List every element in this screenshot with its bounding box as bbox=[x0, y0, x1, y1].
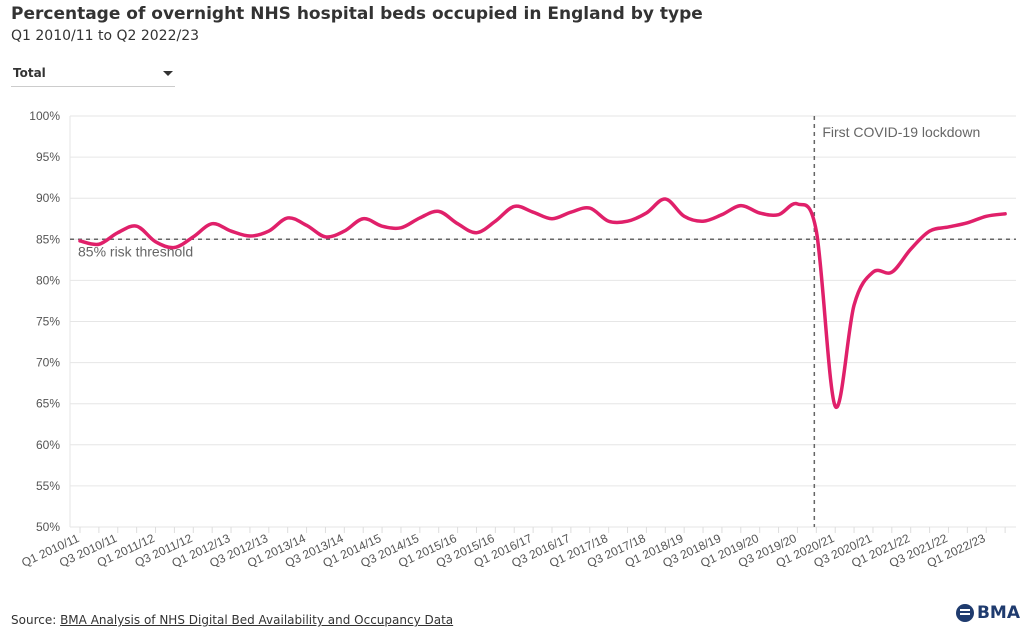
y-tick-label: 60% bbox=[36, 438, 60, 452]
y-tick-label: 75% bbox=[36, 315, 60, 329]
y-tick-label: 55% bbox=[36, 479, 60, 493]
lockdown-label: First COVID-19 lockdown bbox=[822, 124, 980, 140]
y-tick-label: 65% bbox=[36, 397, 60, 411]
y-tick-label: 85% bbox=[36, 232, 60, 246]
source-note: Source: BMA Analysis of NHS Digital Bed … bbox=[11, 613, 453, 627]
y-tick-label: 70% bbox=[36, 356, 60, 370]
y-tick-label: 80% bbox=[36, 273, 60, 287]
series-line bbox=[78, 197, 1007, 409]
y-tick-label: 95% bbox=[36, 150, 60, 164]
chart-subtitle: Q1 2010/11 to Q2 2022/23 bbox=[11, 28, 200, 44]
bma-logo-icon bbox=[955, 604, 974, 622]
y-tick-label: 50% bbox=[36, 520, 60, 534]
logo-text: BMA bbox=[976, 603, 1020, 623]
y-tick-label: 100% bbox=[29, 109, 60, 123]
line-chart: 50%55%60%65%70%75%80%85%90%95%100%Q1 201… bbox=[19, 109, 1016, 570]
type-dropdown[interactable]: Total bbox=[11, 62, 175, 87]
bma-logo: BMA bbox=[955, 603, 1020, 623]
dropdown-selected: Total bbox=[13, 66, 46, 80]
y-tick-label: 90% bbox=[36, 191, 60, 205]
chart-title: Percentage of overnight NHS hospital bed… bbox=[11, 4, 703, 24]
source-link[interactable]: BMA Analysis of NHS Digital Bed Availabi… bbox=[60, 613, 454, 627]
source-label: Source: bbox=[11, 613, 61, 627]
chevron-down-icon bbox=[163, 71, 173, 76]
